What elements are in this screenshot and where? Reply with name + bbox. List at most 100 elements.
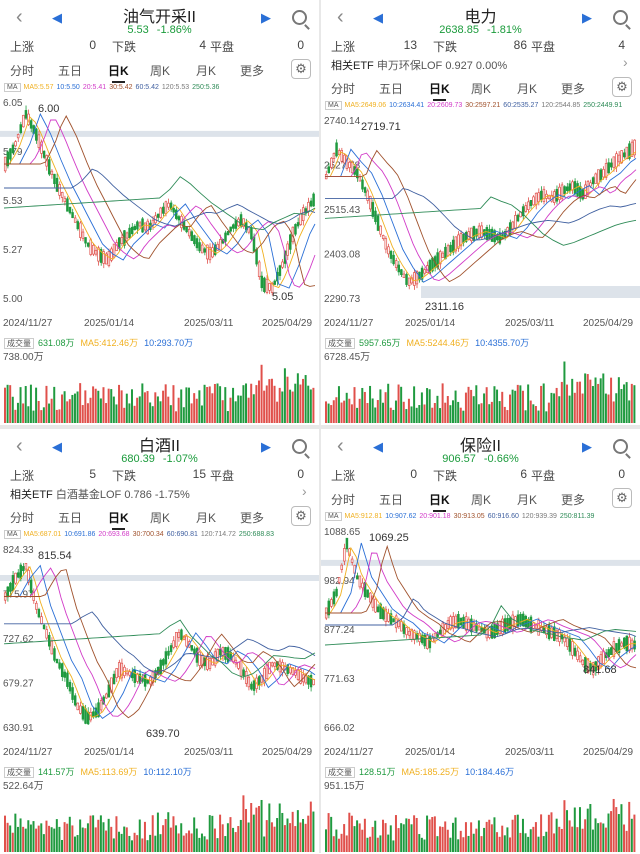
gear-icon[interactable]: ⚙ [291, 59, 311, 79]
kline-chart[interactable]: 1088.65982.94877.24771.63666.021069.2584… [321, 525, 640, 763]
tab-4[interactable]: 月K [517, 493, 538, 507]
tab-0[interactable]: 分时 [10, 511, 35, 525]
etf-value: 0.786 [124, 489, 152, 501]
y-tick-label: 877.24 [324, 625, 355, 636]
ma-value-3: 30:5.42 [109, 84, 133, 91]
volume-bar [615, 807, 618, 852]
chevron-left-icon[interactable]: ‹ [16, 6, 23, 28]
tab-0[interactable]: 分时 [331, 82, 356, 96]
ma-tag[interactable]: MA [325, 101, 342, 110]
tab-5[interactable]: 更多 [561, 493, 586, 507]
stat-label-up: 上涨 [10, 40, 35, 54]
related-etf[interactable]: 相关ETF 申万环保LOF 0.927 0.00% › [331, 54, 628, 73]
volume-bar [42, 407, 45, 423]
tab-4[interactable]: 月K [517, 82, 538, 96]
triangle-left-icon[interactable]: ◀ [373, 10, 383, 25]
volume-bar [250, 802, 253, 852]
candle-body [273, 280, 276, 285]
volume-bar [260, 799, 263, 852]
search-icon[interactable] [613, 439, 628, 454]
candle-body [581, 659, 585, 665]
tab-0[interactable]: 分时 [10, 64, 35, 78]
kline-chart[interactable]: 6.055.795.535.275.006.005.052024/11/2720… [0, 96, 319, 334]
volume-bar [200, 405, 203, 423]
tab-0[interactable]: 分时 [331, 493, 356, 507]
search-icon[interactable] [613, 10, 628, 25]
volume-bar [594, 818, 597, 852]
tab-1[interactable]: 五日 [58, 511, 83, 525]
tab-3[interactable]: 周K [150, 511, 171, 525]
volume-tag[interactable]: 成交量 [4, 767, 34, 778]
volume-tag[interactable]: 成交量 [325, 767, 355, 778]
triangle-left-icon[interactable]: ◀ [373, 439, 383, 454]
ma-tag[interactable]: MA [4, 530, 21, 539]
ma-value-6: 250:688.83 [238, 531, 274, 538]
candle-body [55, 658, 59, 664]
tab-2[interactable]: 日K [429, 82, 450, 101]
candle-body [133, 225, 137, 231]
tab-1[interactable]: 五日 [379, 82, 404, 96]
chevron-right-icon[interactable]: › [302, 483, 307, 499]
tab-4[interactable]: 月K [196, 64, 217, 78]
volume-bar [459, 830, 462, 852]
gear-icon[interactable]: ⚙ [291, 506, 311, 526]
tab-3[interactable]: 周K [471, 82, 492, 96]
volume-tag[interactable]: 成交量 [325, 338, 355, 349]
chevron-right-icon[interactable]: › [623, 54, 628, 70]
triangle-left-icon[interactable]: ◀ [52, 439, 62, 454]
kline-chart[interactable]: 824.33 775.97 727.62 679.27 630.91 815.54 639.… [0, 543, 319, 763]
tab-5[interactable]: 更多 [561, 82, 586, 96]
related-etf[interactable]: 相关ETF 白酒基金LOF 0.786 -1.75% › [10, 483, 307, 502]
volume-bar [146, 840, 149, 852]
candle-body [299, 213, 302, 225]
candle-body [117, 662, 121, 678]
tab-4[interactable]: 月K [196, 511, 217, 525]
volume-bar [180, 823, 183, 852]
volume-bar [123, 826, 126, 852]
tab-1[interactable]: 五日 [58, 64, 83, 78]
volume-bar [633, 385, 636, 423]
candle-body [211, 247, 214, 258]
triangle-left-icon[interactable]: ◀ [52, 10, 62, 25]
candle-body [130, 226, 134, 235]
volume-tag[interactable]: 成交量 [4, 338, 34, 349]
candle-body [11, 575, 15, 591]
candle-body [270, 662, 274, 667]
candle-body [563, 636, 566, 643]
stat-label-up: 上涨 [10, 469, 35, 483]
chevron-left-icon[interactable]: ‹ [337, 6, 344, 28]
tab-2[interactable]: 日K [108, 511, 129, 530]
tab-5[interactable]: 更多 [240, 64, 265, 78]
candle-body [29, 579, 33, 594]
search-icon[interactable] [292, 10, 307, 25]
ma-tag[interactable]: MA [4, 83, 21, 92]
volume-ma10: 10:4355.70万 [475, 338, 530, 348]
candle-body [508, 222, 512, 236]
volume-bar [11, 396, 14, 423]
candle-body [330, 157, 333, 168]
triangle-right-icon[interactable]: ▶ [261, 10, 271, 25]
chevron-left-icon[interactable]: ‹ [337, 435, 344, 457]
tab-1[interactable]: 五日 [379, 493, 404, 507]
tab-3[interactable]: 周K [471, 493, 492, 507]
volume-bar [29, 824, 32, 852]
tab-2[interactable]: 日K [429, 493, 450, 512]
kline-chart[interactable]: 2740.14 2627.78 2515.43 2403.08 2290.73 2719.… [321, 114, 640, 334]
ma-line-0 [4, 565, 316, 718]
y-tick-label: 1088.65 [324, 527, 361, 538]
volume-bar [402, 824, 405, 852]
search-icon[interactable] [292, 439, 307, 454]
volume-bar [325, 401, 327, 423]
triangle-right-icon[interactable]: ▶ [582, 10, 592, 25]
gear-icon[interactable]: ⚙ [612, 77, 632, 97]
gear-icon[interactable]: ⚙ [612, 488, 632, 508]
tab-3[interactable]: 周K [150, 64, 171, 78]
candle-body [143, 674, 147, 687]
ma-tag[interactable]: MA [325, 512, 342, 521]
chevron-left-icon[interactable]: ‹ [16, 435, 23, 457]
volume-bar [454, 817, 457, 852]
triangle-right-icon[interactable]: ▶ [582, 439, 592, 454]
triangle-right-icon[interactable]: ▶ [261, 439, 271, 454]
tab-5[interactable]: 更多 [240, 511, 265, 525]
tab-2[interactable]: 日K [108, 64, 129, 83]
